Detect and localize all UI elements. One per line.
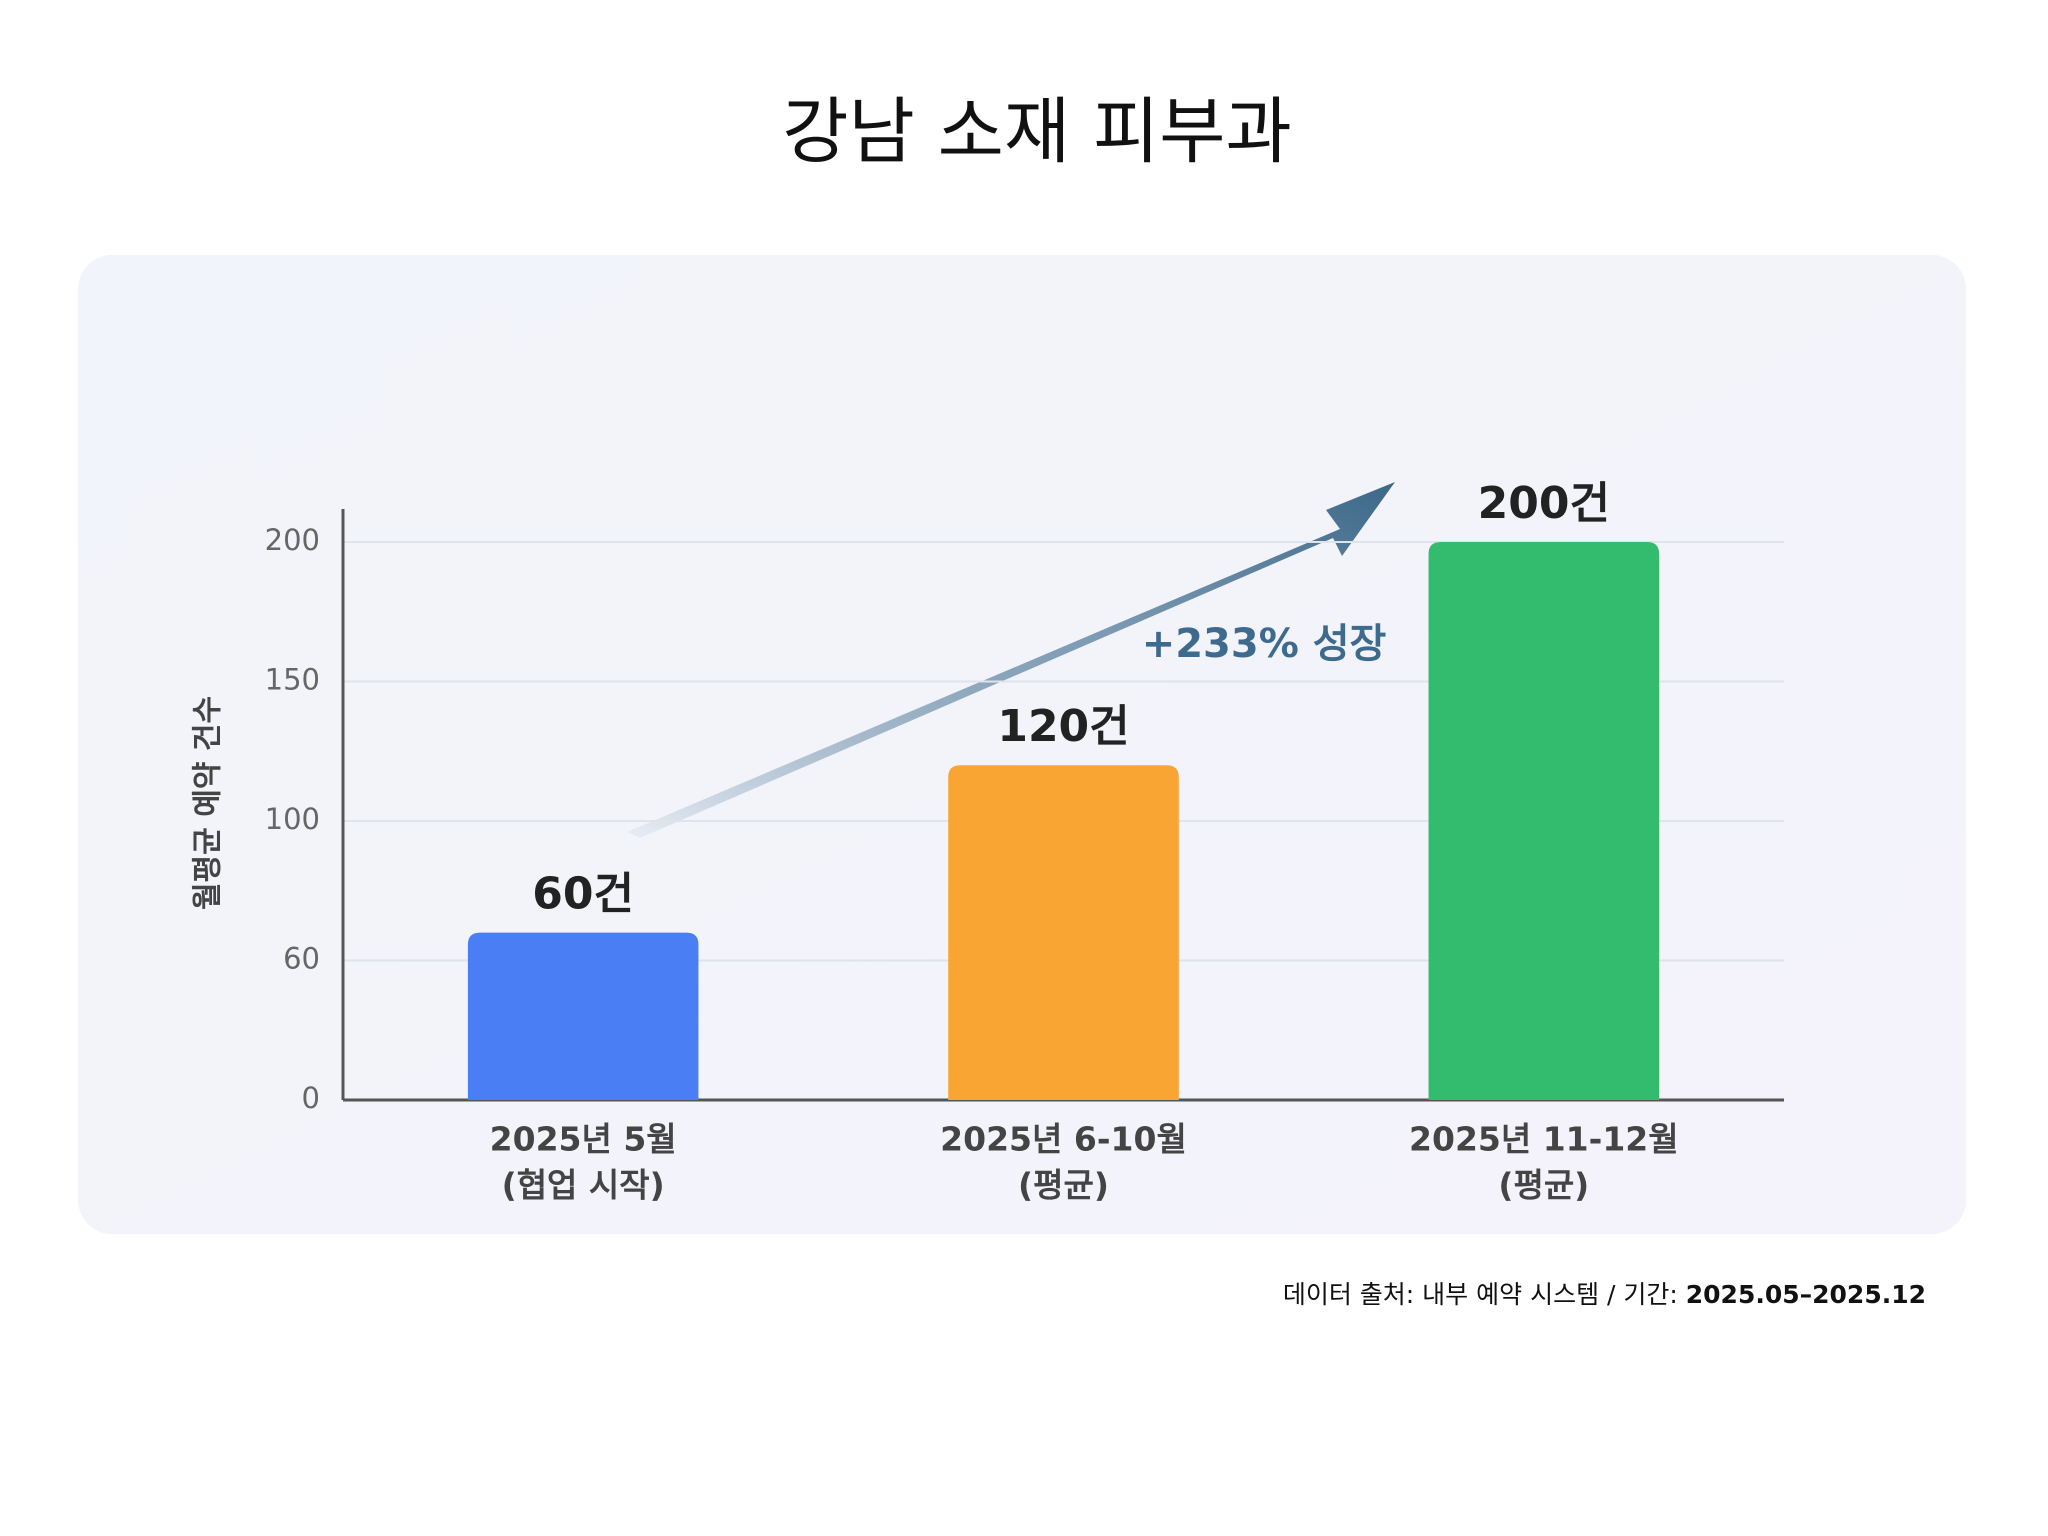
growth-arrow xyxy=(627,482,1395,838)
y-tick-label: 0 xyxy=(302,1081,320,1115)
y-tick-label: 100 xyxy=(265,802,320,836)
value-label: 60건 xyxy=(532,869,634,920)
annotation: +233% 성장 xyxy=(1142,621,1387,667)
x-tick-label: (평균) xyxy=(1498,1166,1589,1205)
x-tick-label: (평균) xyxy=(1018,1166,1109,1205)
y-tick-label: 200 xyxy=(265,523,320,557)
period: 2025.05–2025.12 xyxy=(1686,1280,1926,1309)
y-tick-label: 60 xyxy=(283,942,320,976)
x-tick-label: 2025년 11-12월 xyxy=(1409,1120,1679,1159)
x-tick-label: 2025년 6-10월 xyxy=(940,1120,1187,1159)
value-label: 120건 xyxy=(997,701,1129,752)
bar xyxy=(467,932,699,1100)
x-tick-label: (협업 시작) xyxy=(502,1166,665,1205)
bar xyxy=(948,765,1179,1100)
y-tick-label: 150 xyxy=(265,663,320,697)
bar xyxy=(1428,542,1660,1100)
chart-title: 강남 소재 피부과 xyxy=(782,90,1291,174)
footer-source: 데이터 출처: 내부 예약 시스템 / 기간: 2025.05–2025.12 xyxy=(1283,1280,1926,1309)
source: 데이터 출처: 내부 예약 시스템 / 기간: xyxy=(1283,1280,1678,1309)
value-label: 200건 xyxy=(1478,478,1610,529)
y-axis-label: 월평균 예약 건수 xyxy=(191,696,226,910)
x-tick-label: 2025년 5월 xyxy=(490,1120,677,1159)
